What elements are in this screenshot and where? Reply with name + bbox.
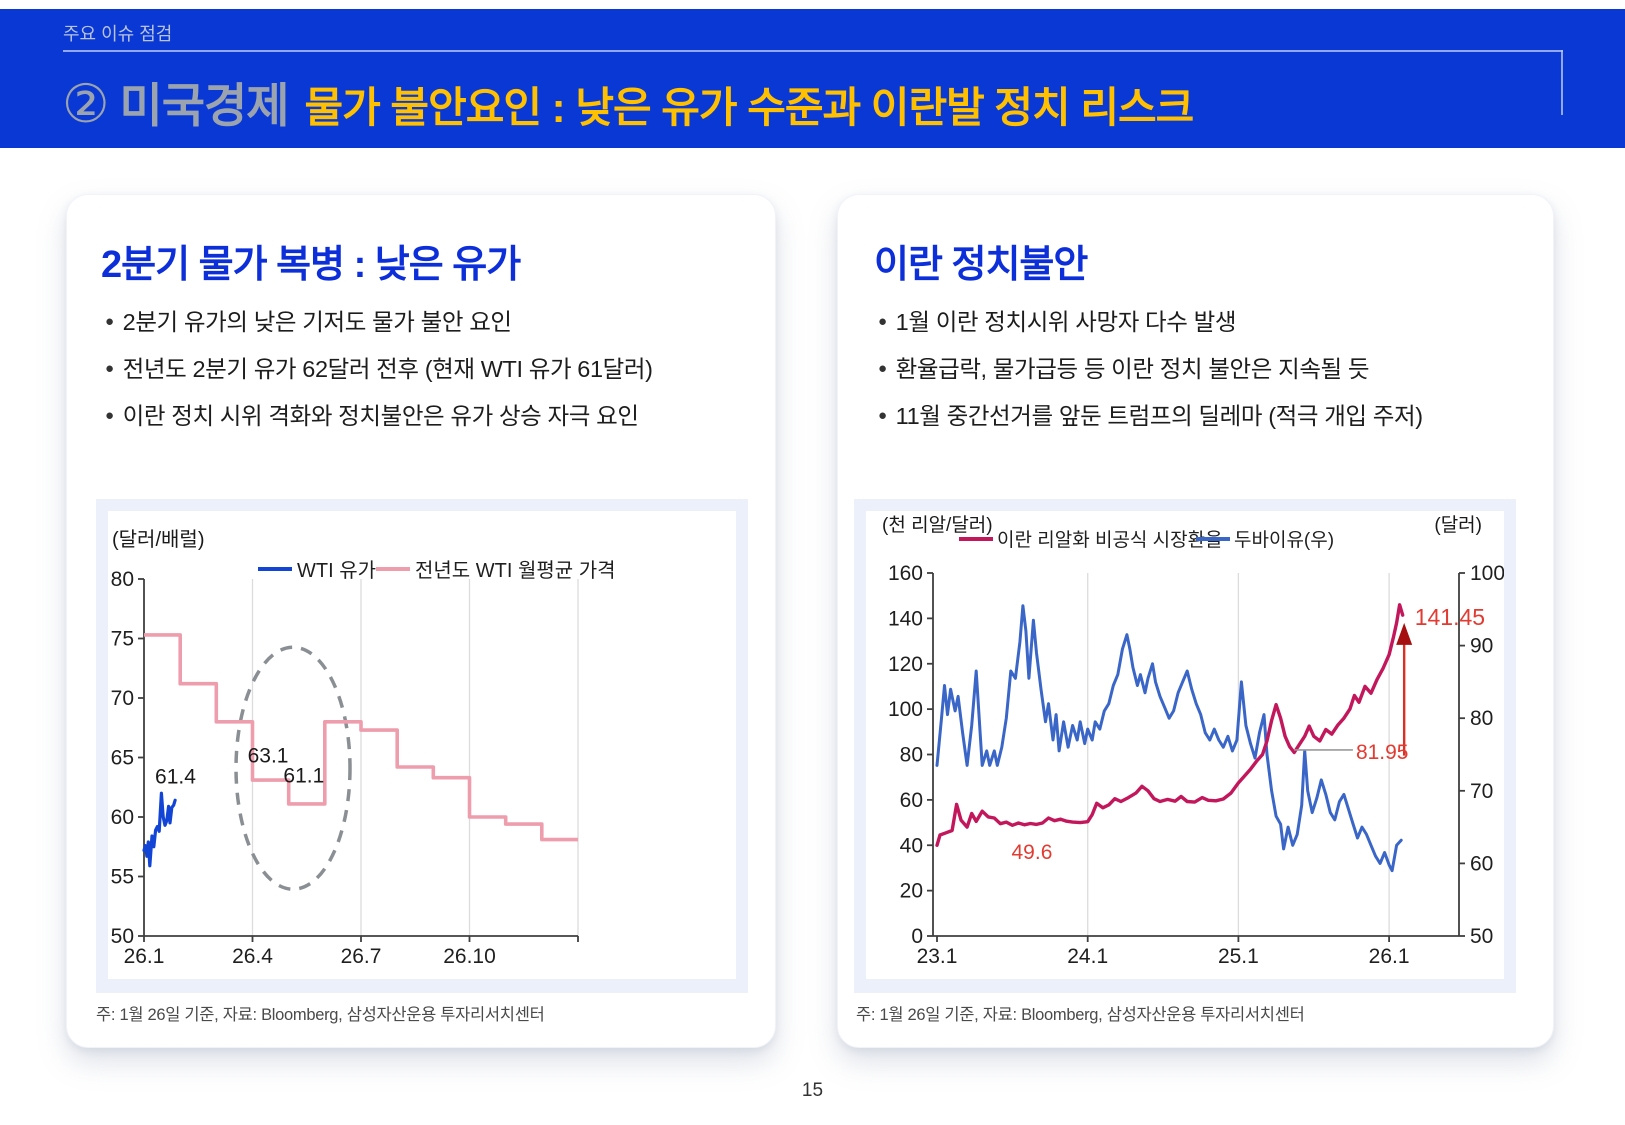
- svg-text:75: 75: [111, 628, 134, 651]
- chart-panel-iran: (천 리알/달러) (달러) 이란 리알화 비공식 시장환율 두바이유(우) 0 20 40…: [854, 499, 1516, 993]
- source-footnote: 주: 1월 26일 기준, 자료: Bloomberg, 삼성자산운용 투자리서…: [856, 1006, 1305, 1024]
- svg-text:26.4: 26.4: [232, 945, 273, 968]
- svg-text:140: 140: [888, 607, 923, 630]
- svg-text:(달러/배럴): (달러/배럴): [112, 528, 204, 551]
- svg-text:이란 리알화 비공식 시장환율: 이란 리알화 비공식 시장환율: [997, 529, 1223, 551]
- section-number-badge: ②: [62, 75, 110, 134]
- card-title-left: 2분기 물가 복병 : 낮은 유가: [101, 244, 521, 286]
- svg-text:60: 60: [111, 806, 134, 829]
- bullet-icon: ●: [878, 407, 887, 424]
- bullet-list-left: ● 2분기 유가의 낮은 기저도 물가 불안 요인 ● 전년도 2분기 유가 62달…: [105, 303, 653, 444]
- svg-text:(달러): (달러): [1434, 514, 1482, 536]
- page-title-main: 물가 불안요인 : 낮은 유가 수준과 이란발 정치 리스크: [304, 84, 1194, 131]
- bullet-text: 1월 이란 정치시위 사망자 다수 발생: [895, 309, 1237, 335]
- source-footnote: 주: 1월 26일 기준, 자료: Bloomberg, 삼성자산운용 투자리서…: [96, 1006, 545, 1024]
- svg-text:20: 20: [900, 880, 923, 903]
- bullet-icon: ●: [105, 407, 114, 424]
- bullet-icon: ●: [878, 313, 887, 330]
- svg-text:80: 80: [111, 568, 134, 591]
- list-item: ● 11월 중간선거를 앞둔 트럼프의 딜레마 (적극 개입 주저): [878, 397, 1423, 431]
- banner-divider-line: [63, 50, 1563, 52]
- bullet-icon: ●: [105, 313, 114, 330]
- svg-text:49.6: 49.6: [1012, 841, 1053, 864]
- bullet-text: 전년도 2분기 유가 62달러 전후 (현재 WTI 유가 61달러): [122, 356, 653, 382]
- page-title: ② 미국경제 물가 불안요인 : 낮은 유가 수준과 이란발 정치 리스크: [62, 67, 1194, 136]
- svg-text:26.7: 26.7: [341, 945, 382, 968]
- wti-oil-chart: (달러/배럴) WTI 유가 전년도 WTI 월평균 가격 50 55 60 65 70 75 8…: [111, 528, 616, 968]
- list-item: ● 1월 이란 정치시위 사망자 다수 발생: [878, 303, 1423, 337]
- bullet-text: 환율급락, 물가급등 등 이란 정치 불안은 지속될 듯: [895, 356, 1370, 382]
- svg-text:100: 100: [888, 698, 923, 721]
- bullet-icon: ●: [878, 360, 887, 377]
- svg-text:61.1: 61.1: [283, 764, 324, 787]
- svg-text:26.10: 26.10: [443, 945, 496, 968]
- card-title-right: 이란 정치불안: [874, 244, 1088, 286]
- card-wti-oil: 2분기 물가 복병 : 낮은 유가 ● 2분기 유가의 낮은 기저도 물가 불안 …: [66, 194, 776, 1048]
- chart-area-iran: (천 리알/달러) (달러) 이란 리알화 비공식 시장환율 두바이유(우) 0 20 40…: [866, 511, 1504, 979]
- svg-text:전년도 WTI 월평균 가격: 전년도 WTI 월평균 가격: [415, 559, 616, 582]
- svg-text:100: 100: [1470, 562, 1504, 585]
- chart-panel-wti: (달러/배럴) WTI 유가 전년도 WTI 월평균 가격 50 55 60 65 70 75 8…: [96, 499, 748, 993]
- svg-text:두바이유(우): 두바이유(우): [1234, 529, 1334, 551]
- svg-text:25.1: 25.1: [1218, 945, 1259, 968]
- svg-text:24.1: 24.1: [1067, 945, 1108, 968]
- svg-text:70: 70: [1470, 780, 1493, 803]
- page-title-category: 미국경제: [119, 79, 290, 132]
- card-iran-politics: 이란 정치불안 ● 1월 이란 정치시위 사망자 다수 발생 ● 환율급락, 물가급…: [837, 194, 1554, 1048]
- svg-text:50: 50: [1470, 925, 1493, 948]
- svg-text:26.1: 26.1: [1369, 945, 1410, 968]
- list-item: ● 전년도 2분기 유가 62달러 전후 (현재 WTI 유가 61달러): [105, 350, 653, 384]
- bullet-text: 11월 중간선거를 앞둔 트럼프의 딜레마 (적극 개입 주저): [895, 403, 1423, 429]
- svg-text:80: 80: [900, 744, 923, 767]
- svg-text:50: 50: [111, 925, 134, 948]
- svg-text:65: 65: [111, 747, 134, 770]
- bullet-text: 2분기 유가의 낮은 기저도 물가 불안 요인: [122, 309, 512, 335]
- svg-text:160: 160: [888, 562, 923, 585]
- svg-text:81.95: 81.95: [1356, 741, 1409, 764]
- svg-text:26.1: 26.1: [124, 945, 165, 968]
- svg-text:55: 55: [111, 866, 134, 889]
- svg-text:WTI 유가: WTI 유가: [297, 559, 376, 582]
- chart-area-wti: (달러/배럴) WTI 유가 전년도 WTI 월평균 가격 50 55 60 65 70 75 8…: [108, 511, 736, 979]
- svg-text:80: 80: [1470, 707, 1493, 730]
- page-number: 15: [801, 1080, 824, 1101]
- list-item: ● 2분기 유가의 낮은 기저도 물가 불안 요인: [105, 303, 653, 337]
- bullet-list-right: ● 1월 이란 정치시위 사망자 다수 발생 ● 환율급락, 물가급등 등 이란 정…: [878, 303, 1423, 444]
- svg-text:40: 40: [900, 834, 923, 857]
- svg-text:90: 90: [1470, 635, 1493, 658]
- bullet-text: 이란 정치 시위 격화와 정치불안은 유가 상승 자극 요인: [122, 403, 639, 429]
- title-banner: 주요 이슈 점검 ② 미국경제 물가 불안요인 : 낮은 유가 수준과 이란발 …: [0, 9, 1625, 148]
- list-item: ● 환율급락, 물가급등 등 이란 정치 불안은 지속될 듯: [878, 350, 1423, 384]
- iran-rial-dubai-chart: (천 리알/달러) (달러) 이란 리알화 비공식 시장환율 두바이유(우) 0 20 40…: [882, 514, 1504, 968]
- bullet-icon: ●: [105, 360, 114, 377]
- svg-text:70: 70: [111, 687, 134, 710]
- svg-text:60: 60: [1470, 852, 1493, 875]
- svg-text:0: 0: [911, 925, 923, 948]
- breadcrumb: 주요 이슈 점검: [63, 24, 173, 44]
- banner-divider-corner: [1561, 50, 1563, 115]
- svg-text:120: 120: [888, 653, 923, 676]
- svg-text:63.1: 63.1: [248, 744, 289, 767]
- svg-text:141.45: 141.45: [1415, 604, 1485, 630]
- svg-text:(천 리알/달러): (천 리알/달러): [882, 514, 993, 536]
- svg-text:23.1: 23.1: [917, 945, 958, 968]
- svg-text:60: 60: [900, 789, 923, 812]
- svg-text:61.4: 61.4: [155, 766, 196, 789]
- list-item: ● 이란 정치 시위 격화와 정치불안은 유가 상승 자극 요인: [105, 397, 653, 431]
